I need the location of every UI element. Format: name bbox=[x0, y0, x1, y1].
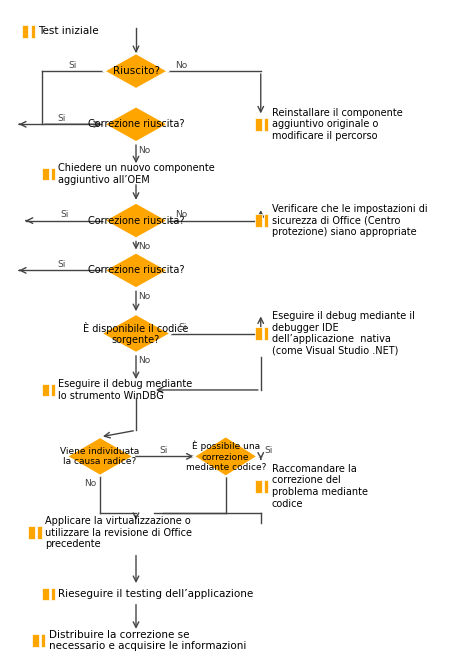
Polygon shape bbox=[101, 314, 171, 353]
Text: Eseguire il debug mediante il
debugger IDE
dell’applicazione  nativa
(come Visua: Eseguire il debug mediante il debugger I… bbox=[271, 311, 413, 356]
Bar bbox=[42, 168, 49, 180]
Text: Si: Si bbox=[57, 114, 66, 123]
Text: Correzione riuscita?: Correzione riuscita? bbox=[88, 215, 184, 225]
Bar bbox=[254, 118, 261, 131]
Bar bbox=[254, 480, 261, 493]
Text: Test iniziale: Test iniziale bbox=[38, 26, 99, 36]
Polygon shape bbox=[104, 253, 168, 288]
Bar bbox=[28, 526, 35, 539]
Bar bbox=[31, 25, 35, 37]
Bar bbox=[50, 168, 55, 180]
Text: No: No bbox=[175, 210, 187, 219]
Bar bbox=[42, 384, 49, 396]
Bar bbox=[50, 384, 55, 396]
Text: No: No bbox=[138, 145, 150, 155]
Text: Correzione riuscita?: Correzione riuscita? bbox=[88, 119, 184, 129]
Bar bbox=[42, 588, 49, 600]
Text: Correzione riuscita?: Correzione riuscita? bbox=[88, 265, 184, 275]
Bar bbox=[263, 480, 268, 493]
Text: No: No bbox=[138, 356, 150, 366]
Text: No: No bbox=[84, 480, 96, 488]
Text: Riuscito?: Riuscito? bbox=[112, 66, 159, 76]
Bar bbox=[254, 327, 261, 340]
Text: Si: Si bbox=[159, 446, 168, 455]
Text: No: No bbox=[175, 61, 187, 69]
Text: Si: Si bbox=[61, 210, 69, 219]
Text: No: No bbox=[138, 242, 150, 251]
Text: Viene individuata
la causa radice?: Viene individuata la causa radice? bbox=[60, 447, 139, 466]
Polygon shape bbox=[66, 437, 133, 476]
Text: Si: Si bbox=[69, 61, 77, 69]
Bar bbox=[254, 214, 261, 227]
Bar bbox=[32, 634, 38, 647]
Text: Reinstallare il componente
aggiuntivo originale o
modificare il percorso: Reinstallare il componente aggiuntivo or… bbox=[271, 107, 401, 141]
Polygon shape bbox=[104, 106, 168, 142]
Polygon shape bbox=[104, 203, 168, 239]
Text: Si: Si bbox=[57, 260, 66, 269]
Text: Distribuire la correzione se
necessario e acquisire le informazioni: Distribuire la correzione se necessario … bbox=[49, 630, 245, 651]
Text: Eseguire il debug mediante
lo strumento WinDBG: Eseguire il debug mediante lo strumento … bbox=[58, 379, 192, 401]
Bar bbox=[263, 327, 268, 340]
Text: No: No bbox=[138, 291, 150, 301]
Text: Rieseguire il testing dell’applicazione: Rieseguire il testing dell’applicazione bbox=[58, 589, 253, 599]
Polygon shape bbox=[193, 436, 257, 476]
Text: È possibile una
correzione
mediante codice?: È possibile una correzione mediante codi… bbox=[185, 441, 265, 472]
Polygon shape bbox=[104, 53, 168, 89]
Text: Si: Si bbox=[178, 323, 186, 332]
Bar bbox=[263, 214, 268, 227]
Bar bbox=[41, 634, 45, 647]
Text: È disponibile il codice
sorgente?: È disponibile il codice sorgente? bbox=[83, 321, 188, 346]
Text: Verificare che le impostazioni di
sicurezza di Office (Centro
protezione) siano : Verificare che le impostazioni di sicure… bbox=[271, 204, 426, 237]
Text: Raccomandare la
correzione del
problema mediante
codice: Raccomandare la correzione del problema … bbox=[271, 464, 367, 509]
Bar bbox=[37, 526, 42, 539]
Bar bbox=[22, 25, 28, 37]
Text: Si: Si bbox=[264, 446, 273, 455]
Bar bbox=[50, 588, 55, 600]
Text: Applicare la virtualizzazione o
utilizzare la revisione di Office
precedente: Applicare la virtualizzazione o utilizza… bbox=[45, 516, 192, 550]
Bar bbox=[263, 118, 268, 131]
Text: Chiedere un nuovo componente
aggiuntivo all’OEM: Chiedere un nuovo componente aggiuntivo … bbox=[58, 163, 215, 185]
